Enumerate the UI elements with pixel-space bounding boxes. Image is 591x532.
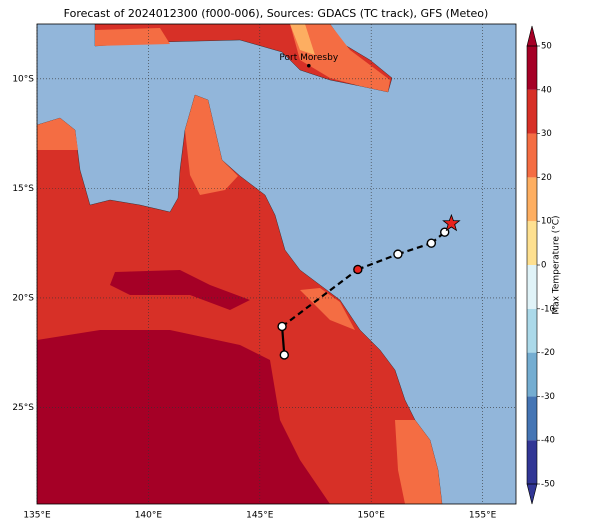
y-tick-label: 15°S [12, 184, 34, 194]
place-label: Port Moresby [279, 53, 338, 63]
colorbar-segment [527, 221, 537, 265]
track-segment [281, 268, 359, 328]
colorbar-tick-label: 40 [541, 85, 552, 95]
coastal-warm-zone [37, 95, 442, 504]
track-point [277, 321, 287, 332]
colorbar-segment [527, 352, 537, 397]
colorbar-tick-label: 30 [541, 129, 552, 139]
y-tick-label: 20°S [12, 293, 34, 303]
interior-hot-zone [37, 270, 330, 504]
colorbar-tick-label: -50 [541, 480, 555, 490]
colorbar-tick-label: 20 [541, 173, 552, 183]
y-tick-label: 10°S [12, 74, 34, 84]
colorbar-tick-label: 10 [541, 217, 552, 227]
colorbar-tick-label: -40 [541, 436, 555, 446]
colorbar-segment [527, 133, 537, 178]
colorbar-tick-label: 50 [541, 42, 552, 52]
colorbar-segment [527, 177, 537, 222]
colorbar-segment [527, 89, 537, 134]
place-marker [307, 63, 311, 68]
track-point [393, 249, 403, 259]
map-title: Forecast of 2024012300 (f000-006), Sourc… [64, 7, 489, 20]
track-segment [397, 242, 432, 256]
track-point [426, 238, 437, 248]
x-tick-label: 135°E [23, 511, 51, 521]
colorbar-tick-label: -20 [541, 348, 555, 358]
colorbar-segment [527, 265, 537, 309]
colorbar-segment [527, 440, 537, 484]
map-frame [36, 23, 517, 505]
colorbar-label: Max Temperature (°C) [552, 215, 562, 314]
new-guinea-highland [290, 24, 315, 55]
new-guinea-coast [95, 24, 390, 92]
x-tick-label: 140°E [135, 511, 163, 521]
colorbar-tick-label: -10 [541, 304, 555, 314]
map-layers [37, 24, 516, 504]
x-tick-label: 145°E [246, 511, 274, 521]
colorbar-tick-label: -30 [541, 392, 555, 402]
track-current-star [442, 213, 461, 232]
track-segment [357, 253, 399, 271]
y-tick-label: 25°S [12, 403, 34, 413]
x-tick-label: 150°E [357, 511, 385, 521]
colorbar-extend-high [526, 25, 538, 47]
track-point [279, 350, 289, 360]
colorbar-extend-low [526, 483, 538, 505]
track-segment [280, 326, 286, 356]
track-point [353, 264, 363, 275]
colorbar-tick-label: 0 [541, 261, 546, 271]
colorbar-segment [527, 396, 537, 441]
x-tick-label: 155°E [469, 511, 497, 521]
colorbar-segment [527, 308, 537, 353]
colorbar-segment [527, 46, 537, 90]
